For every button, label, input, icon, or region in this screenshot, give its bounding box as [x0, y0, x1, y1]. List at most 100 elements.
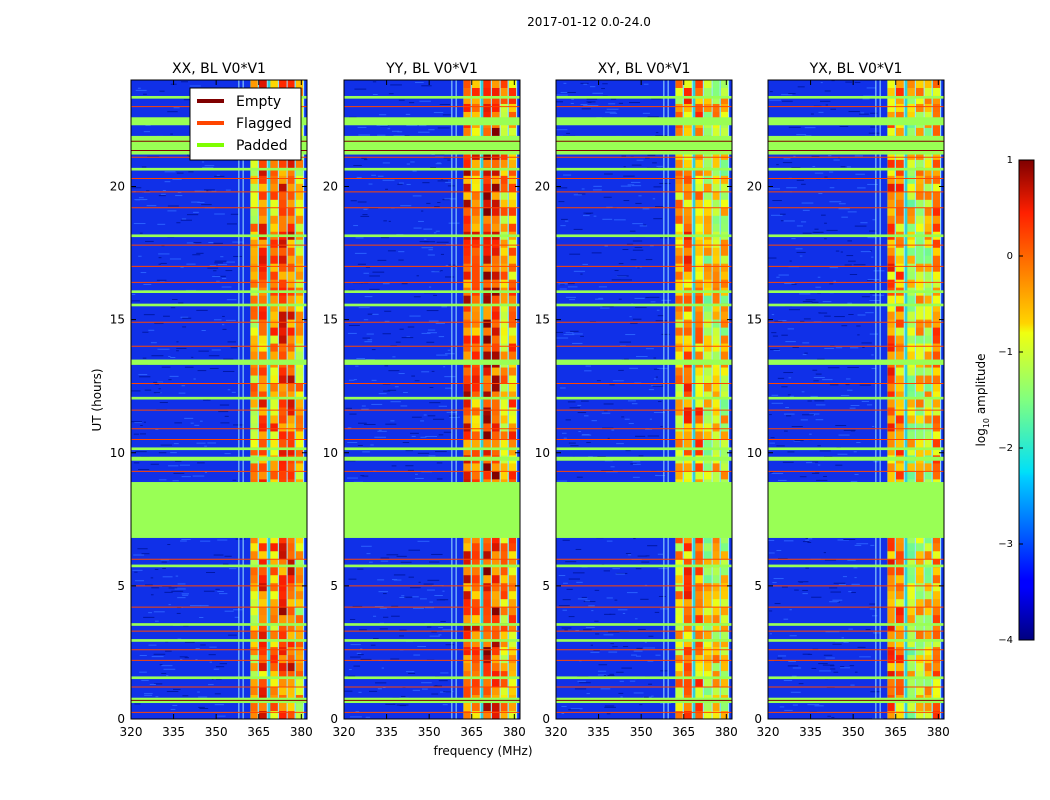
heatmap-noise-cell — [167, 111, 178, 113]
heatmap-noise-cell — [158, 388, 161, 390]
heatmap-noise-cell — [781, 100, 793, 102]
heatmap-noise-cell — [649, 245, 654, 247]
heatmap-noise-cell — [785, 407, 789, 409]
x-tick-label: 365 — [672, 725, 695, 739]
band-cell — [924, 167, 933, 177]
band-cell — [932, 167, 941, 177]
band-cell — [915, 343, 924, 353]
heatmap-noise-cell — [175, 575, 179, 577]
band-cell — [675, 671, 684, 680]
band-cell — [472, 399, 480, 408]
band-cell — [887, 151, 896, 161]
padded-region — [768, 167, 944, 171]
heatmap-noise-cell — [231, 391, 236, 393]
heatmap-noise-cell — [657, 401, 662, 403]
band-cell — [915, 159, 924, 169]
band-cell — [295, 343, 304, 353]
heatmap-noise-cell — [426, 202, 431, 204]
band-cell — [463, 535, 472, 544]
band-cell — [287, 319, 296, 329]
band-cell — [270, 559, 279, 568]
band-cell — [472, 215, 480, 225]
heatmap-noise-cell — [369, 690, 378, 692]
band-cell — [712, 183, 721, 193]
band-cell — [491, 295, 500, 305]
band-cell — [896, 583, 904, 592]
band-cell — [887, 215, 896, 225]
band-cell — [932, 647, 941, 656]
heatmap-noise-cell — [829, 587, 838, 589]
band-cell — [463, 543, 472, 552]
band-cell — [287, 599, 296, 608]
band-cell — [483, 351, 492, 361]
heatmap-noise-cell — [151, 656, 164, 658]
band-cell — [472, 543, 480, 552]
band-cell — [684, 559, 692, 568]
heatmap-noise-cell — [618, 692, 624, 694]
band-cell — [703, 335, 712, 345]
heatmap-noise-cell — [401, 337, 414, 339]
band-cell — [270, 671, 279, 680]
heatmap-noise-cell — [372, 81, 377, 83]
heatmap-noise-cell — [169, 375, 179, 377]
heatmap-noise-cell — [350, 656, 361, 658]
heatmap-noise-cell — [625, 334, 636, 336]
legend-label: Empty — [236, 94, 281, 110]
heatmap-noise-cell — [802, 301, 813, 303]
heatmap-noise-cell — [653, 411, 665, 413]
heatmap-noise-cell — [857, 187, 866, 189]
heatmap-noise-cell — [189, 85, 201, 87]
band-cell — [932, 655, 941, 664]
band-cell — [463, 447, 472, 456]
band-cell — [712, 263, 721, 273]
band-cell — [896, 679, 904, 688]
band-cell — [270, 367, 279, 377]
band-cell — [472, 671, 480, 680]
band-cell — [287, 567, 296, 576]
heatmap-noise-cell — [815, 286, 821, 288]
band-cell — [684, 351, 692, 361]
heatmap-noise-cell — [138, 255, 142, 257]
heatmap-noise-cell — [217, 264, 228, 266]
band-cell — [472, 663, 480, 672]
band-cell — [500, 687, 509, 696]
heatmap-noise-cell — [193, 378, 196, 380]
band-cell — [259, 335, 267, 345]
band-cell — [684, 399, 692, 408]
heatmap-noise-cell — [399, 705, 407, 707]
heatmap-noise-cell — [225, 319, 236, 321]
heatmap-noise-cell — [211, 678, 222, 680]
heatmap-noise-cell — [830, 108, 836, 110]
band-cell — [287, 407, 296, 416]
band-cell — [295, 615, 304, 624]
band-cell — [508, 95, 517, 105]
heatmap-noise-cell — [427, 254, 435, 256]
band-cell — [887, 87, 896, 97]
padded-region — [768, 234, 944, 238]
band-cell — [695, 623, 704, 632]
heatmap-noise-cell — [786, 187, 798, 189]
band-cell — [684, 103, 692, 113]
heatmap-noise-cell — [635, 266, 642, 268]
padded-region — [768, 117, 944, 126]
band-cell — [295, 303, 304, 313]
heatmap-noise-cell — [632, 463, 641, 465]
heatmap-noise-cell — [580, 103, 588, 105]
band-cell — [259, 431, 267, 440]
band-cell — [287, 80, 296, 89]
x-tick-label: 350 — [842, 725, 865, 739]
band-cell — [720, 647, 729, 656]
band-cell — [295, 447, 304, 456]
band-cell — [278, 263, 287, 273]
band-cell — [684, 415, 692, 424]
heatmap-noise-cell — [799, 293, 811, 295]
band-cell — [915, 439, 924, 448]
band-cell — [463, 703, 472, 712]
band-cell — [703, 415, 712, 424]
band-cell — [684, 335, 692, 345]
band-cell — [500, 407, 509, 416]
band-cell — [491, 575, 500, 584]
heatmap-noise-cell — [788, 126, 801, 128]
band-cell — [278, 215, 287, 225]
heatmap-noise-cell — [783, 372, 794, 374]
